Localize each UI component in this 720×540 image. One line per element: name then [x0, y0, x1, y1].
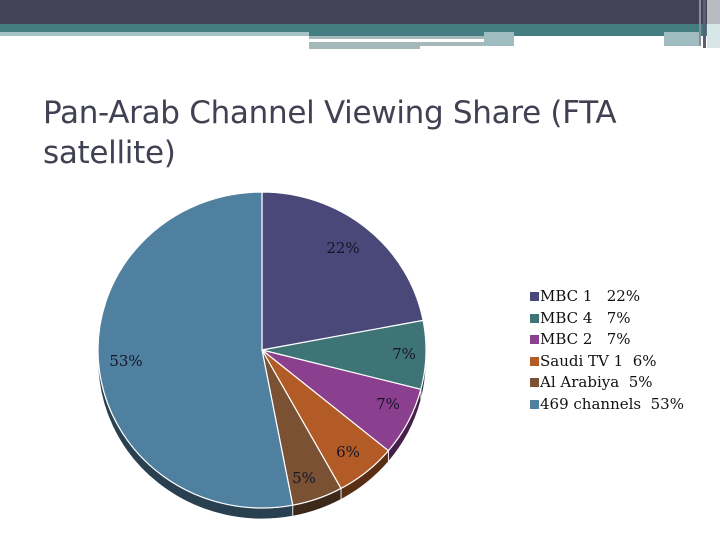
slice-value-label: 7% [392, 345, 416, 363]
decor-edge [703, 0, 706, 48]
legend-item: Al Arabiya 5% [530, 372, 684, 394]
slice-value-label: 22% [326, 239, 359, 257]
legend-item: 469 channels 53% [530, 394, 684, 416]
decor-block [484, 32, 514, 46]
decor-edge [664, 32, 699, 46]
slice-value-label: 5% [292, 469, 316, 487]
legend-swatch [530, 335, 539, 345]
legend-label: MBC 4 7% [540, 308, 631, 327]
legend-item: MBC 1 22% [530, 286, 684, 308]
legend-item: Saudi TV 1 6% [530, 351, 684, 373]
decor-strip [309, 39, 484, 42]
slide-accent-bar-lower [0, 32, 309, 36]
legend-label: 469 channels 53% [540, 394, 684, 413]
pie-slice-469-channels [97, 191, 294, 509]
decor-edge [707, 0, 720, 24]
slice-value-label: 53% [109, 352, 142, 370]
pie-slice-mbc-1 [261, 191, 424, 351]
decor-edge [699, 0, 701, 46]
legend-label: MBC 2 7% [540, 330, 631, 348]
legend-label: MBC 1 22% [540, 287, 641, 305]
legend-swatch [530, 313, 539, 323]
slice-value-label: 7% [376, 395, 400, 413]
legend-item: MBC 2 7% [530, 329, 684, 351]
legend-label: Al Arabiya 5% [540, 373, 653, 391]
decor-strip [309, 36, 485, 39]
chart-legend: MBC 1 22% MBC 4 7% MBC 2 7% Saudi TV 1 6% Al… [530, 286, 684, 415]
legend-item: MBC 4 7% [530, 308, 684, 330]
legend-swatch [530, 399, 539, 409]
decor-edge [707, 24, 720, 48]
slide-top-bar [0, 0, 720, 24]
legend-label: Saudi TV 1 6% [540, 351, 657, 370]
slide-accent-bar-right [309, 32, 720, 36]
decor-strip [420, 42, 484, 46]
slice-value-label: 6% [336, 443, 360, 461]
decor-strip [309, 42, 420, 49]
slide-accent-bar [0, 24, 720, 32]
legend-swatch [530, 378, 539, 388]
slide-title: Pan-Arab Channel Viewing Share (FTA sate… [43, 95, 617, 171]
legend-swatch [530, 356, 539, 366]
legend-swatch [530, 292, 539, 302]
